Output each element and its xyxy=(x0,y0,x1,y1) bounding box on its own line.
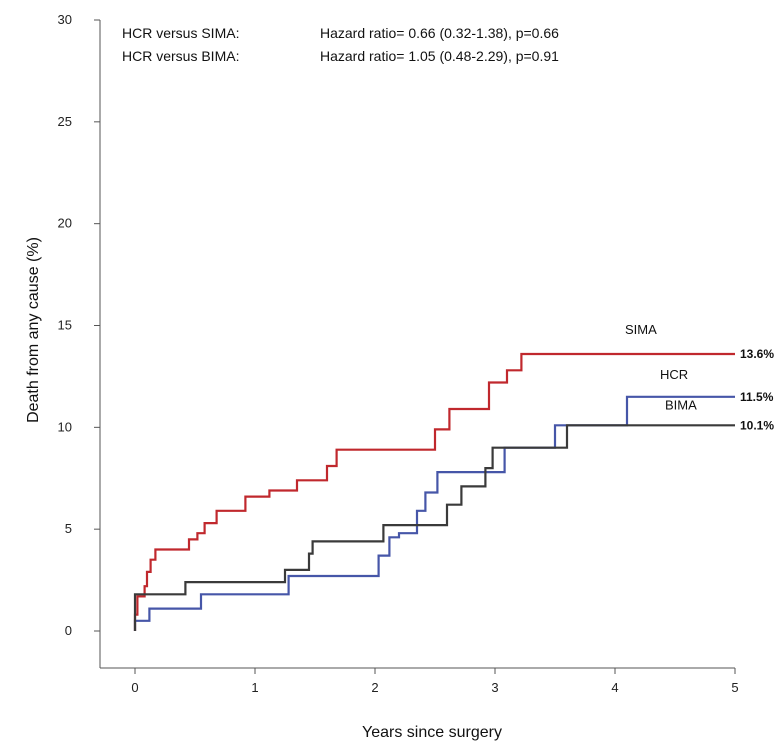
series-sima-end-label: 13.6% xyxy=(740,347,774,361)
x-tick-label-2: 2 xyxy=(371,680,378,695)
series-sima-line xyxy=(133,352,735,631)
x-axis-label: Years since surgery xyxy=(362,724,502,741)
x-tick-label-3: 3 xyxy=(491,680,498,695)
annotation-1-label: HCR versus SIMA: xyxy=(122,25,239,41)
y-tick-label-4: 20 xyxy=(58,216,72,231)
y-tick-label-2: 10 xyxy=(58,419,72,434)
annotation-2-label: HCR versus BIMA: xyxy=(122,48,239,64)
axes: 0 5 10 15 20 25 30 0 1 2 3 4 5 xyxy=(58,12,739,695)
x-tick-label-0: 0 xyxy=(131,680,138,695)
series-hcr-end-label: 11.5% xyxy=(740,390,774,404)
y-tick-label-5: 25 xyxy=(58,114,72,129)
annotation-2-text: Hazard ratio= 1.05 (0.48-2.29), p=0.91 xyxy=(320,48,559,64)
y-tick-label-1: 5 xyxy=(65,521,72,536)
annotation-1-text: Hazard ratio= 0.66 (0.32-1.38), p=0.66 xyxy=(320,25,559,41)
series-bima-line xyxy=(133,424,735,631)
label-layer: 13.6% SIMA 11.5% HCR 10.1% BIMA xyxy=(625,322,774,432)
series-sima-name: SIMA xyxy=(625,322,657,337)
x-tick-label-1: 1 xyxy=(251,680,258,695)
series-bima-end-label: 10.1% xyxy=(740,418,774,432)
y-tick-label-0: 0 xyxy=(65,623,72,638)
y-tick-label-6: 30 xyxy=(58,12,72,27)
y-tick-label-3: 15 xyxy=(58,318,72,333)
series-bima-name: BIMA xyxy=(665,397,697,412)
x-tick-label-4: 4 xyxy=(611,680,618,695)
series-hcr-name: HCR xyxy=(660,367,688,382)
y-axis-label: Death from any cause (%) xyxy=(25,237,42,423)
series-layer xyxy=(133,352,735,631)
x-tick-label-5: 5 xyxy=(731,680,738,695)
